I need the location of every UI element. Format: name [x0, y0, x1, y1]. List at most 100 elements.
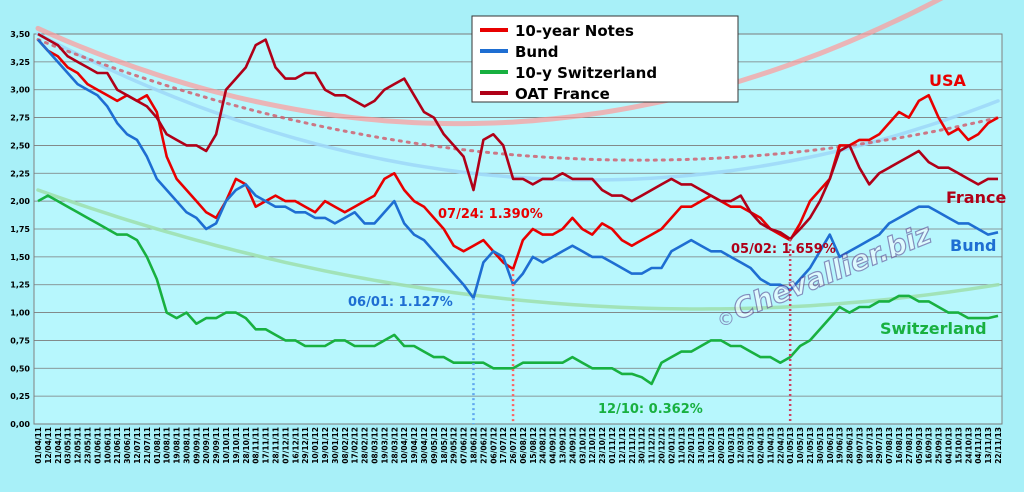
- x-tick-label: 12/04/11: [44, 427, 53, 464]
- x-tick-label: 27/06/12: [479, 427, 488, 464]
- x-tick-label: 21/07/11: [143, 427, 152, 464]
- x-tick-label: 01/11/12: [608, 427, 617, 464]
- x-tick-label: 19/04/12: [410, 427, 419, 464]
- x-tick-label: 15/10/13: [954, 427, 963, 464]
- y-tick-label: 3,00: [10, 86, 30, 95]
- x-tick-label: 20/02/13: [717, 427, 726, 464]
- y-tick-label: 1,00: [10, 309, 30, 318]
- y-tick-label: 3,50: [10, 30, 30, 39]
- x-tick-label: 21/11/12: [628, 427, 637, 464]
- x-tick-label: 17/11/11: [262, 427, 271, 464]
- x-tick-label: 23/05/11: [83, 427, 92, 464]
- label-france: France: [946, 188, 1006, 207]
- label-bund: Bund: [950, 236, 996, 255]
- x-tick-label: 11/04/13: [766, 427, 775, 464]
- series-line-1: [37, 38, 999, 300]
- x-tick-label: 23/10/12: [598, 427, 607, 464]
- x-tick-label: 19/01/12: [321, 427, 330, 464]
- y-tick-label: 2,25: [10, 169, 30, 178]
- annotation-bund: 06/01: 1.127%: [348, 295, 453, 310]
- x-tick-label: 29/12/11: [301, 427, 310, 464]
- x-tick-label: 17/07/12: [499, 427, 508, 464]
- x-tick-label: 19/03/12: [380, 427, 389, 464]
- x-tick-label: 28/02/12: [361, 427, 370, 464]
- x-axis-labels: 01/04/11 12/04/11 21/04/11 03/05/11 12/05/11…: [34, 427, 1003, 464]
- x-tick-label: 10/08/11: [163, 427, 172, 464]
- annotation-markers: [472, 239, 792, 424]
- x-tick-label: 08/11/11: [252, 427, 261, 464]
- x-tick-label: 17/02/12: [351, 427, 360, 464]
- x-tick-label: 22/01/13: [687, 427, 696, 464]
- x-tick-label: 29/07/13: [875, 427, 884, 464]
- x-tick-label: 10/06/11: [103, 427, 112, 464]
- x-tick-label: 24/10/13: [964, 427, 973, 464]
- x-tick-label: 20/12/12: [658, 427, 667, 464]
- x-tick-label: 21/04/11: [54, 427, 63, 464]
- x-tick-label: 29/09/11: [212, 427, 221, 464]
- y-tick-label: 0,00: [10, 420, 30, 429]
- legend-label-switzerland: 10-y Switzerland: [515, 64, 657, 82]
- x-tick-label: 30/06/11: [123, 427, 132, 464]
- x-tick-label: 01/03/13: [727, 427, 736, 464]
- x-tick-label: 30/05/13: [816, 427, 825, 464]
- annotations: 07/24: 1.390% 06/01: 1.127% 12/10: 0.362…: [348, 207, 836, 417]
- data-series: [37, 32, 999, 386]
- x-tick-label: 07/12/11: [281, 427, 290, 464]
- legend-label-bund: Bund: [515, 43, 559, 61]
- y-tick-label: 2,75: [10, 114, 30, 123]
- x-tick-label: 20/09/11: [202, 427, 211, 464]
- annotation-notes: 07/24: 1.390%: [438, 207, 543, 222]
- watermark-symbol: ©: [717, 309, 735, 330]
- x-tick-label: 10/05/13: [796, 427, 805, 464]
- x-tick-label: 13/09/12: [559, 427, 568, 464]
- x-tick-label: 01/04/11: [34, 427, 43, 464]
- x-tick-label: 21/05/13: [806, 427, 815, 464]
- x-tick-label: 18/06/12: [469, 427, 478, 464]
- y-tick-label: 2,00: [10, 197, 30, 206]
- x-tick-label: 30/11/12: [638, 427, 647, 464]
- x-tick-label: 15/08/12: [529, 427, 538, 464]
- x-tick-label: 06/08/12: [519, 427, 528, 464]
- x-tick-label: 10/04/12: [400, 427, 409, 464]
- x-tick-label: 22/04/13: [776, 427, 785, 464]
- x-tick-label: 12/07/11: [133, 427, 142, 464]
- series-line-0: [37, 38, 999, 271]
- x-tick-label: 02/04/13: [756, 427, 765, 464]
- series-end-labels: USA France Bund Switzerland: [880, 71, 1006, 338]
- x-tick-label: 11/01/13: [677, 427, 686, 464]
- y-tick-label: 3,25: [10, 58, 30, 67]
- y-tick-label: 0,75: [10, 336, 30, 345]
- x-tick-label: 06/07/12: [489, 427, 498, 464]
- y-tick-label: 1,50: [10, 253, 30, 262]
- x-tick-label: 28/11/11: [272, 427, 281, 464]
- x-tick-label: 16/08/13: [895, 427, 904, 464]
- y-tick-label: 2,50: [10, 141, 30, 150]
- legend-label-france: OAT France: [515, 85, 610, 103]
- x-tick-label: 10/06/13: [826, 427, 835, 464]
- x-tick-label: 30/01/12: [331, 427, 340, 464]
- x-tick-label: 02/01/13: [667, 427, 676, 464]
- x-tick-label: 28/10/11: [242, 427, 251, 464]
- x-tick-label: 13/11/13: [984, 427, 993, 464]
- x-tick-label: 28/06/13: [846, 427, 855, 464]
- x-tick-label: 18/05/12: [440, 427, 449, 464]
- x-tick-label: 16/09/13: [925, 427, 934, 464]
- x-tick-label: 04/11/13: [974, 427, 983, 464]
- x-tick-label: 12/05/11: [74, 427, 83, 464]
- x-tick-label: 31/01/13: [697, 427, 706, 464]
- x-tick-label: 25/09/13: [935, 427, 944, 464]
- x-tick-label: 09/07/13: [855, 427, 864, 464]
- y-axis-labels: 0,00 0,25 0,50 0,75 1,00 1,25 1,50 1,75 2,00 2,25…: [10, 30, 30, 429]
- x-tick-label: 12/11/12: [618, 427, 627, 464]
- x-tick-label: 29/05/12: [450, 427, 459, 464]
- x-tick-label: 05/09/13: [915, 427, 924, 464]
- legend-box: [471, 15, 739, 103]
- x-tick-label: 10/10/11: [222, 427, 231, 464]
- x-tick-label: 09/05/12: [430, 427, 439, 464]
- y-tick-label: 1,75: [10, 225, 30, 234]
- x-tick-label: 21/03/13: [747, 427, 756, 464]
- x-tick-label: 07/06/12: [460, 427, 469, 464]
- x-tick-label: 08/02/12: [341, 427, 350, 464]
